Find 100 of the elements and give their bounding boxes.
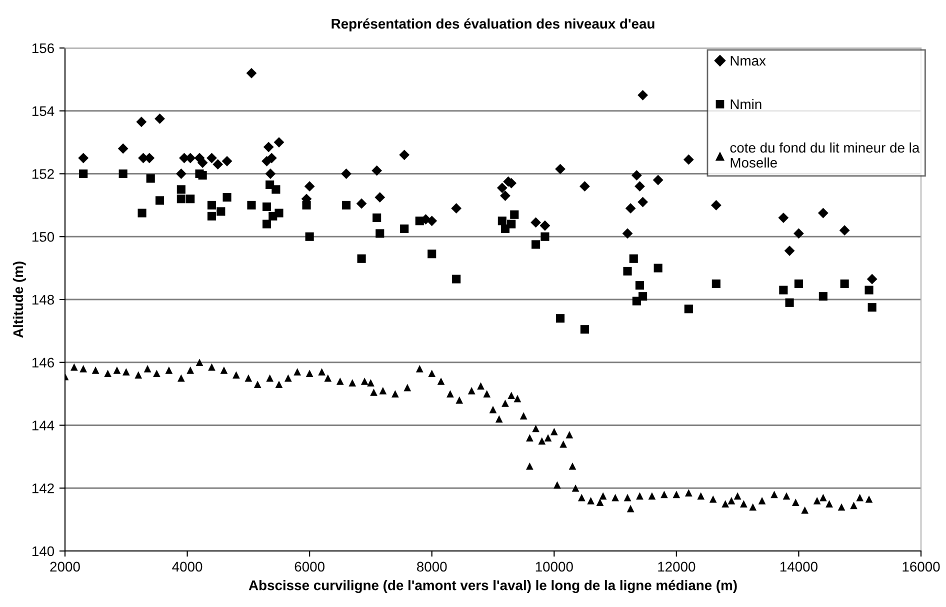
point <box>622 228 633 239</box>
y-tick-label: 152 <box>32 169 54 179</box>
point <box>138 208 146 218</box>
point <box>155 196 164 205</box>
point <box>216 207 226 216</box>
point <box>510 210 519 219</box>
point <box>428 250 436 258</box>
point <box>118 169 128 178</box>
point <box>376 229 384 238</box>
point <box>794 228 804 239</box>
point <box>176 168 186 179</box>
y-tick-label: 140 <box>32 546 54 556</box>
point <box>451 203 462 214</box>
point <box>263 142 274 152</box>
point <box>262 220 272 228</box>
point <box>154 114 165 124</box>
point <box>840 280 849 288</box>
point <box>399 150 410 160</box>
legend-label: Nmin <box>730 98 762 110</box>
point <box>839 225 850 236</box>
point <box>625 203 636 214</box>
point <box>247 200 256 210</box>
point <box>634 181 645 192</box>
point <box>540 232 550 241</box>
point <box>507 220 516 228</box>
point <box>207 212 216 220</box>
point <box>868 303 876 312</box>
y-tick-label: 154 <box>32 106 54 116</box>
point <box>400 224 409 234</box>
point <box>794 280 803 288</box>
y-tick-label: 150 <box>32 232 54 242</box>
point <box>652 174 664 186</box>
point <box>176 185 186 194</box>
point <box>784 246 795 256</box>
point <box>342 200 351 210</box>
x-tick-label: 14000 <box>780 562 818 572</box>
point <box>779 286 788 294</box>
x-tick-label: 8000 <box>417 562 447 572</box>
point <box>304 181 315 192</box>
point <box>864 286 874 294</box>
point <box>212 159 224 170</box>
point <box>818 292 828 301</box>
point <box>305 232 314 241</box>
point <box>246 68 257 78</box>
point <box>629 254 638 263</box>
point <box>556 314 565 323</box>
point <box>356 198 367 209</box>
legend-label: cote du fond du lit mineur de la Moselle <box>730 142 920 168</box>
point <box>222 193 232 202</box>
y-axis-title: Altitude (m) <box>12 262 26 338</box>
point <box>274 208 284 218</box>
point <box>638 292 648 301</box>
point <box>684 304 693 314</box>
chart-title: Représentation des évaluation des niveaux d'eau <box>332 18 654 32</box>
point <box>274 137 284 148</box>
point <box>302 200 311 210</box>
y-tick-label: 156 <box>32 43 54 54</box>
point <box>207 200 216 210</box>
point <box>265 168 276 179</box>
legend-label: Nmax <box>730 56 766 66</box>
x-tick-label: 12000 <box>658 562 696 572</box>
point <box>540 220 550 231</box>
point <box>580 181 590 192</box>
point <box>500 190 510 201</box>
x-axis-title: Abscisse curviligne (de l'amont vers l'aval) le long de la ligne médiane (m) <box>248 580 737 594</box>
point <box>272 185 280 194</box>
point <box>262 202 272 212</box>
point <box>176 194 186 204</box>
point <box>555 164 566 174</box>
point <box>341 168 352 179</box>
point <box>198 171 207 180</box>
point <box>357 254 366 263</box>
point <box>530 217 541 228</box>
point <box>452 274 461 284</box>
y-tick-label: 148 <box>32 294 54 305</box>
point <box>426 216 438 226</box>
point <box>118 143 128 154</box>
point <box>372 213 382 222</box>
point <box>635 281 644 290</box>
point <box>778 212 789 223</box>
point <box>498 216 506 226</box>
x-tick-label: 2000 <box>50 562 80 572</box>
point <box>222 156 232 166</box>
point <box>818 208 828 218</box>
x-tick-label: 16000 <box>902 562 940 572</box>
y-tick-label: 146 <box>32 358 54 368</box>
point <box>372 165 382 176</box>
point <box>532 240 540 249</box>
point <box>146 174 155 183</box>
point <box>186 194 195 204</box>
point <box>496 182 508 194</box>
point <box>580 325 589 334</box>
y-tick-label: 144 <box>32 420 54 430</box>
point <box>623 266 632 276</box>
point <box>638 196 648 208</box>
point <box>206 152 217 164</box>
point <box>266 152 277 164</box>
point <box>683 154 694 165</box>
x-tick-label: 4000 <box>172 562 202 572</box>
point <box>79 169 88 178</box>
